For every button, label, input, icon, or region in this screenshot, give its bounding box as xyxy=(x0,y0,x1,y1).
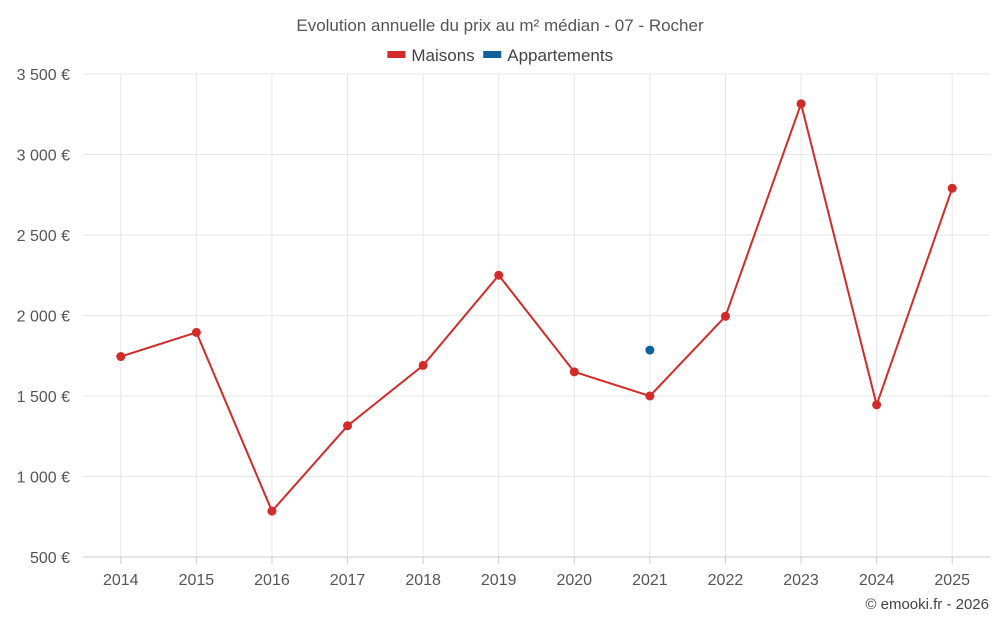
x-tick-label: 2023 xyxy=(783,572,819,589)
x-tick-label: 2015 xyxy=(179,572,215,589)
y-tick-label: 3 500 € xyxy=(17,67,70,84)
data-point-appartements[interactable] xyxy=(645,345,655,355)
x-tick-label: 2025 xyxy=(934,572,970,589)
y-tick-label: 3 000 € xyxy=(17,148,70,165)
x-tick-label: 2017 xyxy=(330,572,366,589)
series-line-maisons xyxy=(120,102,954,513)
credit-text: © emooki.fr - 2026 xyxy=(865,596,989,613)
data-point-maisons[interactable] xyxy=(494,270,504,280)
data-point-maisons[interactable] xyxy=(116,352,126,362)
data-point-maisons[interactable] xyxy=(872,400,882,410)
data-point-maisons[interactable] xyxy=(267,506,277,516)
y-tick-label: 2 000 € xyxy=(17,309,70,326)
x-axis: 2014 2015 2016 2017 2018 2019 2020 2021 2022 2023… xyxy=(83,556,990,589)
legend-swatch-maisons xyxy=(387,51,406,58)
data-point-maisons[interactable] xyxy=(796,99,806,109)
y-axis: 500 € 1 000 € 1 500 € 2 000 € 2 500 € 3 000 €… xyxy=(17,67,70,567)
legend: Maisons Appartements xyxy=(387,46,613,65)
x-tick-label: 2020 xyxy=(556,572,592,589)
data-point-maisons[interactable] xyxy=(343,421,353,431)
data-point-maisons[interactable] xyxy=(947,183,957,193)
data-point-maisons[interactable] xyxy=(569,367,579,377)
legend-item-maisons[interactable]: Maisons xyxy=(387,46,475,65)
x-tick-label: 2014 xyxy=(103,572,139,589)
data-point-maisons[interactable] xyxy=(720,311,730,321)
x-tick-label: 2024 xyxy=(859,572,895,589)
x-tick-label: 2018 xyxy=(405,572,441,589)
legend-label-maisons: Maisons xyxy=(411,46,474,65)
y-tick-label: 2 500 € xyxy=(17,228,70,245)
plot-area xyxy=(116,99,957,516)
chart-title: Evolution annuelle du prix au m² médian … xyxy=(296,16,704,35)
x-tick-label: 2019 xyxy=(481,572,517,589)
y-tick-label: 1 500 € xyxy=(17,389,70,406)
legend-item-appartements[interactable]: Appartements xyxy=(483,46,613,65)
y-tick-label: 1 000 € xyxy=(17,470,70,487)
legend-swatch-appartements xyxy=(483,51,502,58)
x-tick-label: 2021 xyxy=(632,572,668,589)
y-tick-label: 500 € xyxy=(30,550,70,567)
x-tick-label: 2016 xyxy=(254,572,290,589)
data-point-maisons[interactable] xyxy=(418,360,428,370)
x-tick-label: 2022 xyxy=(708,572,744,589)
data-point-maisons[interactable] xyxy=(645,391,655,401)
data-point-maisons[interactable] xyxy=(191,327,201,337)
grid xyxy=(83,73,990,557)
legend-label-appartements: Appartements xyxy=(507,46,613,65)
